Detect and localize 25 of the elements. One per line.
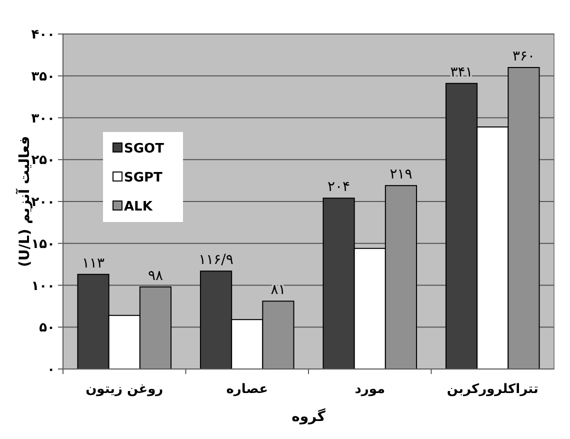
y-tick-label: ۰ — [47, 362, 55, 378]
data-label: ۲۰۴ — [327, 179, 350, 196]
y-tick-label: ۲۰۰ — [31, 195, 55, 210]
x-axis-title: گروه — [292, 408, 326, 425]
y-tick-label: ۱۰۰ — [31, 278, 55, 294]
x-tick-label: مورد — [354, 382, 386, 397]
data-label: ۲۱۹ — [390, 166, 412, 183]
x-tick-label: تتراکلرورکربن — [446, 382, 538, 397]
legend-label: ALK — [124, 200, 154, 215]
y-tick-label: ۴۰۰ — [31, 28, 55, 43]
y-tick-label: ۳۵۰ — [31, 69, 55, 84]
y-tick-label: ۳۰۰ — [31, 111, 55, 126]
y-tick-label: ۱۵۰ — [31, 236, 55, 252]
y-tick-label: ۲۵۰ — [31, 153, 55, 168]
y-tick-label: ۵۰ — [39, 320, 55, 336]
y-axis-title: فعالیت آنزیم (U/L) — [14, 136, 33, 268]
data-label: ۱۱۶/۹ — [198, 252, 234, 268]
legend-label: SGOT — [124, 142, 164, 157]
data-label: ۸۱ — [270, 282, 286, 298]
data-label: ۹۸ — [148, 268, 164, 284]
x-tick-label: عصاره — [226, 382, 268, 397]
data-label: ۳۶۰ — [512, 48, 536, 64]
data-label: ۱۱۳ — [82, 255, 106, 272]
legend-label: SGPT — [124, 170, 163, 186]
x-tick-label: روغن زیتون — [86, 382, 164, 397]
